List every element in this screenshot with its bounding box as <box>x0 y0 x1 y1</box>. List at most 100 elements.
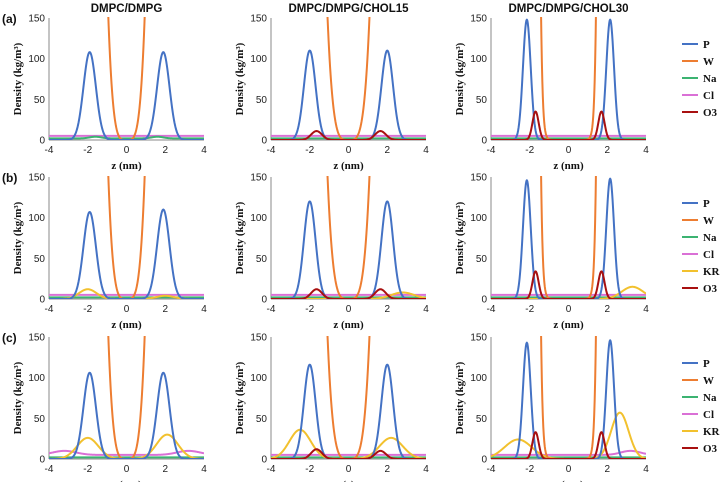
plot-area <box>271 17 426 140</box>
legend-label: Na <box>703 73 717 85</box>
panel-b2: 0 50 100 150 -4 -2 0 2 4 z (nm) Density (kg/m³) <box>234 173 429 332</box>
y-tick-label: 0 <box>261 295 267 306</box>
series-line-w <box>326 17 371 140</box>
legend-label: KR <box>703 426 720 438</box>
row-label: (b) <box>2 171 17 185</box>
series-line-p <box>491 339 646 459</box>
x-tick-label: -2 <box>83 464 92 475</box>
x-tick-label: 0 <box>346 464 352 475</box>
y-axis-label: Density (kg/m³) <box>454 201 466 274</box>
legend-label: P <box>703 198 710 210</box>
x-tick-label: 0 <box>124 145 130 156</box>
x-tick-label: 0 <box>124 304 130 315</box>
plot-area <box>491 17 646 140</box>
x-tick-label: 0 <box>566 145 572 156</box>
panel-title: DMPC/DMPG/CHOL30 <box>508 3 628 15</box>
x-tick-label: 4 <box>643 145 649 156</box>
x-tick-label: -4 <box>487 304 496 315</box>
x-tick-label: -4 <box>267 145 276 156</box>
y-tick-label: 0 <box>39 295 45 306</box>
series-line-p <box>491 18 646 140</box>
y-tick-label: 150 <box>28 173 45 184</box>
series-line-p <box>491 177 646 299</box>
legend-label: W <box>703 375 714 387</box>
y-tick-label: 150 <box>250 333 267 344</box>
series-line-p <box>271 363 426 459</box>
y-tick-label: 50 <box>256 414 268 425</box>
x-tick-label: -2 <box>305 464 314 475</box>
legend-label: Na <box>703 232 717 244</box>
y-tick-label: 100 <box>470 54 487 65</box>
x-tick-label: 2 <box>384 464 390 475</box>
x-tick-label: 4 <box>643 304 649 315</box>
y-axis-label: Density (kg/m³) <box>12 201 24 274</box>
y-tick-label: 150 <box>28 333 45 344</box>
y-tick-label: 150 <box>250 14 267 25</box>
x-tick-label: -2 <box>83 304 92 315</box>
x-tick-label: 0 <box>346 145 352 156</box>
legend-label: O3 <box>703 443 718 455</box>
y-tick-label: 0 <box>481 136 487 147</box>
legend-label: KR <box>703 266 720 278</box>
x-tick-label: -2 <box>305 304 314 315</box>
plot-area <box>49 336 204 459</box>
series-line-p <box>271 200 426 299</box>
series-line-w <box>107 17 146 140</box>
x-tick-label: 4 <box>423 304 429 315</box>
x-axis-label: z (nm) <box>553 319 584 331</box>
x-tick-label: 0 <box>346 304 352 315</box>
panel-b3: 0 50 100 150 -4 -2 0 2 4 z (nm) Density (kg/m³) PWN… <box>454 173 720 332</box>
series-line-o3 <box>271 448 426 459</box>
y-axis-label: Density (kg/m³) <box>234 42 246 115</box>
plot-area <box>49 17 204 140</box>
plot-area <box>491 336 646 459</box>
x-tick-label: 0 <box>566 304 572 315</box>
legend-label: Cl <box>703 249 714 261</box>
x-tick-label: -2 <box>525 464 534 475</box>
plot-area <box>491 176 646 299</box>
x-tick-label: 0 <box>566 464 572 475</box>
y-tick-label: 100 <box>28 213 45 224</box>
y-tick-label: 0 <box>481 295 487 306</box>
legend-label: P <box>703 358 710 370</box>
series-line-na <box>49 135 204 140</box>
x-tick-label: -2 <box>305 145 314 156</box>
y-tick-label: 150 <box>250 173 267 184</box>
x-tick-label: 4 <box>201 145 207 156</box>
x-axis-label: (z) <box>342 479 355 482</box>
legend-label: O3 <box>703 283 718 295</box>
row-label: (a) <box>2 12 17 26</box>
legend-label: P <box>703 39 710 51</box>
x-axis-label: z (nm) <box>111 319 142 331</box>
x-axis-label: z (nm) <box>553 479 584 482</box>
x-tick-label: -2 <box>525 304 534 315</box>
x-tick-label: 2 <box>384 145 390 156</box>
y-tick-label: 100 <box>28 373 45 384</box>
y-tick-label: 50 <box>256 95 268 106</box>
x-tick-label: 2 <box>162 145 168 156</box>
panel-c3: 0 50 100 150 -4 -2 0 2 4 z (nm) Density (kg/m³) PWN… <box>454 333 720 482</box>
legend-label: O3 <box>703 107 718 119</box>
y-tick-label: 50 <box>256 254 268 265</box>
y-tick-label: 100 <box>28 54 45 65</box>
y-tick-label: 50 <box>476 95 488 106</box>
panel-a2: 0 50 100 150 -4 -2 0 2 4 z (nm) Density (kg/m³) DMP… <box>234 3 429 172</box>
y-tick-label: 50 <box>34 414 46 425</box>
y-tick-label: 0 <box>261 455 267 466</box>
y-tick-label: 50 <box>476 254 488 265</box>
x-axis-label: z (nm) <box>111 479 142 482</box>
y-tick-label: 0 <box>39 455 45 466</box>
x-axis-label: z (nm) <box>553 160 584 172</box>
y-axis-label: Density (kg/m³) <box>12 42 24 115</box>
y-axis-label: Density (kg/m³) <box>454 42 466 115</box>
y-tick-label: 100 <box>250 373 267 384</box>
x-tick-label: -4 <box>267 464 276 475</box>
series-line-p <box>49 51 204 140</box>
y-tick-label: 50 <box>34 254 46 265</box>
y-axis-label: Density (kg/m³) <box>234 201 246 274</box>
plot-area <box>271 336 426 459</box>
panel-b1: 0 50 100 150 -4 -2 0 2 4 z (nm) Density (kg/m³) (b) <box>2 171 207 331</box>
x-tick-label: -4 <box>45 304 54 315</box>
row-label: (c) <box>2 331 17 345</box>
